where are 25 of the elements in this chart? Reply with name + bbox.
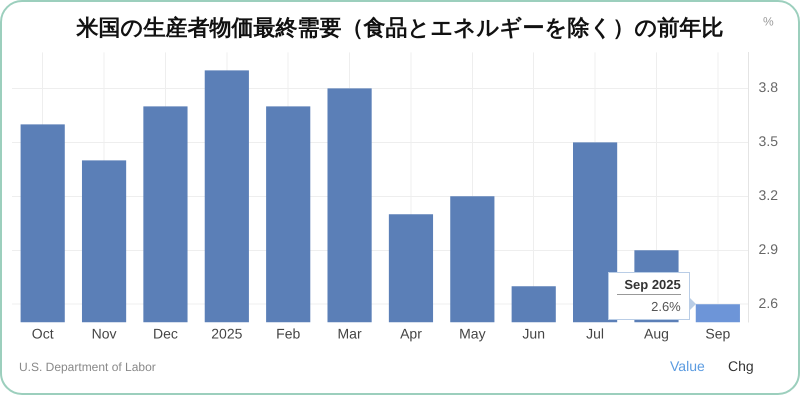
text: U.S. Department of Labor (19, 360, 156, 374)
text: Value (670, 358, 705, 374)
x-tick-label: Mar (338, 325, 362, 342)
x-tick-label: Oct (32, 325, 54, 342)
y-tick-label: 2.6 (758, 295, 778, 312)
text: Chg (728, 358, 754, 374)
annotation: Sep 2025 (616, 277, 681, 296)
x-tick-label: Jun (522, 325, 546, 342)
x-tick-label: Apr (400, 325, 422, 342)
y-axis-title: % (762, 14, 774, 28)
x-tick-label: 2025 (211, 325, 243, 342)
y-tick-label: 3.5 (758, 133, 778, 150)
chart-title: 米国の生産者物価最終需要（食品とエネルギーを除く）の前年比 (76, 14, 724, 41)
x-tick-label: Jul (586, 325, 604, 342)
x-tick-label: Dec (152, 325, 178, 342)
x-tick-label: May (459, 325, 486, 342)
x-tick-label: Nov (92, 325, 117, 342)
x-tick-label: Aug (644, 325, 669, 342)
y-tick-label: 3.2 (758, 187, 778, 204)
data-label: 2.6% (650, 299, 681, 314)
y-tick-label: 2.9 (758, 241, 778, 258)
x-tick-label: Sep (705, 325, 731, 342)
x-tick-label: Feb (276, 325, 300, 342)
y-tick-label: 3.8 (758, 79, 778, 96)
tooltip-box: Sep 2025 2.6% (608, 272, 690, 320)
